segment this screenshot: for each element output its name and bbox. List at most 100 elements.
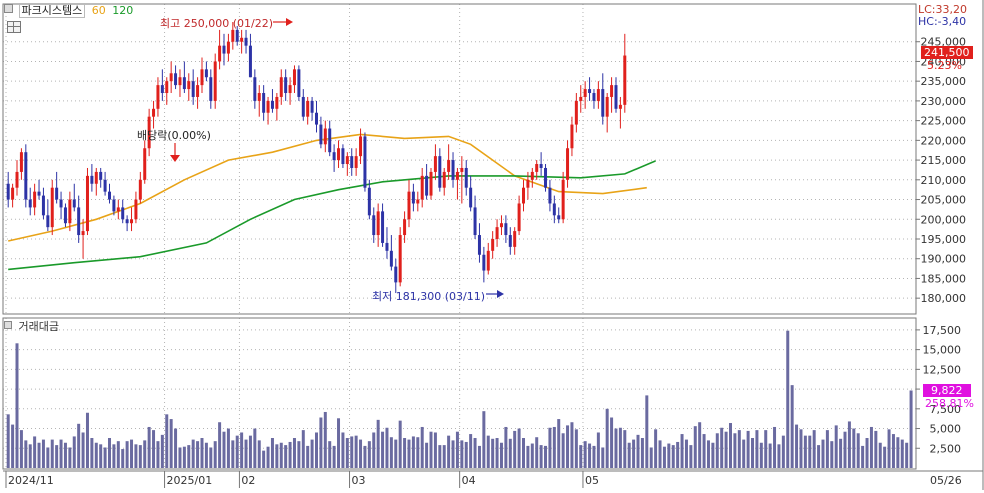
volume-bar xyxy=(610,417,614,468)
volume-bar xyxy=(328,441,332,468)
candle-body xyxy=(473,207,477,236)
volume-bar xyxy=(790,385,794,468)
volume-panel-frame xyxy=(2,317,917,470)
hc-value: HC:-3,40 xyxy=(918,15,967,28)
date-label: 03 xyxy=(352,474,366,487)
grid-icon[interactable] xyxy=(7,21,21,33)
volume-bar xyxy=(279,442,283,468)
volume-bar xyxy=(535,437,539,468)
volume-bar xyxy=(200,438,204,468)
stock-name[interactable]: 파크시스템스 xyxy=(18,3,86,18)
candle-body xyxy=(495,227,499,239)
volume-bar xyxy=(433,432,437,468)
candle-body xyxy=(359,136,363,157)
candle-body xyxy=(284,77,288,94)
volume-bar xyxy=(601,447,605,468)
volume-panel-header: 거래대금 xyxy=(4,318,59,334)
candle-body xyxy=(561,179,565,220)
volume-menu-icon[interactable] xyxy=(4,321,12,329)
volume-bar xyxy=(583,441,587,468)
candle-body xyxy=(279,77,283,97)
candle-body xyxy=(438,156,442,188)
volume-bar xyxy=(627,442,631,468)
dividend-annotation: 배당락(0.00%) xyxy=(137,129,211,142)
volume-bar xyxy=(645,395,649,468)
volume-bar xyxy=(702,434,706,468)
ma-line-120 xyxy=(8,160,656,271)
window-menu-icon[interactable] xyxy=(4,4,13,13)
volume-bar xyxy=(191,439,195,468)
volume-bar xyxy=(367,441,371,468)
volume-bar xyxy=(724,431,728,468)
candle-body xyxy=(486,250,490,271)
volume-bar xyxy=(579,445,583,468)
volume-bar xyxy=(147,426,151,468)
candle-body xyxy=(323,128,327,145)
volume-bar xyxy=(209,447,213,468)
candle-body xyxy=(539,164,543,168)
volume-bar xyxy=(561,433,565,468)
candle-body xyxy=(345,156,349,165)
volume-tick-label: 15,000 xyxy=(923,344,962,357)
high-annotation: 최고 250,000 (01/22) xyxy=(160,17,274,30)
candle-body xyxy=(535,164,539,172)
volume-bar xyxy=(81,432,85,468)
volume-bar xyxy=(658,440,662,468)
volume-bar xyxy=(477,445,481,468)
candle-body xyxy=(574,100,578,125)
volume-bar xyxy=(746,430,750,468)
candle-body xyxy=(19,152,23,172)
volume-bar xyxy=(425,442,429,468)
candle-body xyxy=(451,160,455,180)
candle-body xyxy=(306,100,310,117)
candle-body xyxy=(248,45,252,78)
volume-bar xyxy=(517,428,521,468)
candle-body xyxy=(130,219,134,224)
candle-body xyxy=(447,160,451,172)
volume-bar xyxy=(803,435,807,468)
volume-bar xyxy=(605,408,609,468)
volume-bar xyxy=(869,426,873,468)
price-change: 5.23% xyxy=(927,59,962,72)
volume-bar xyxy=(451,440,455,468)
volume-bar xyxy=(15,343,19,468)
candle-body xyxy=(557,215,561,220)
volume-bar xyxy=(37,442,41,468)
candle-body xyxy=(350,156,354,168)
candle-body xyxy=(63,207,67,224)
candle-body xyxy=(138,179,142,200)
volume-bar xyxy=(596,432,600,468)
candle-body xyxy=(491,238,495,251)
candle-body xyxy=(231,29,235,42)
volume-bar xyxy=(843,431,847,468)
candle-body xyxy=(548,187,552,204)
volume-bar xyxy=(41,439,45,468)
volume-bar xyxy=(323,411,327,468)
volume-bar xyxy=(711,442,715,468)
candle-body xyxy=(530,171,534,180)
volume-bar xyxy=(671,445,675,468)
volume-bar xyxy=(389,437,393,468)
volume-bar xyxy=(398,420,402,468)
volume-bar xyxy=(297,441,301,468)
volume-bar xyxy=(222,431,226,468)
candle-body xyxy=(147,116,151,149)
candle-body xyxy=(601,89,605,117)
volume-bar xyxy=(900,439,904,468)
candle-body xyxy=(297,69,301,97)
volume-bar xyxy=(372,432,376,468)
volume-bar xyxy=(759,442,763,468)
volume-bar xyxy=(852,428,856,468)
volume-bar xyxy=(566,425,570,468)
volume-bar xyxy=(275,444,279,468)
candle-body xyxy=(266,100,270,113)
volume-bar xyxy=(662,446,666,468)
volume-bar xyxy=(720,427,724,468)
candle-body xyxy=(90,175,94,184)
volume-bar xyxy=(306,445,310,468)
volume-bar xyxy=(495,438,499,468)
candle-body xyxy=(367,187,371,216)
candle-body xyxy=(517,203,521,232)
volume-bar xyxy=(178,447,182,468)
